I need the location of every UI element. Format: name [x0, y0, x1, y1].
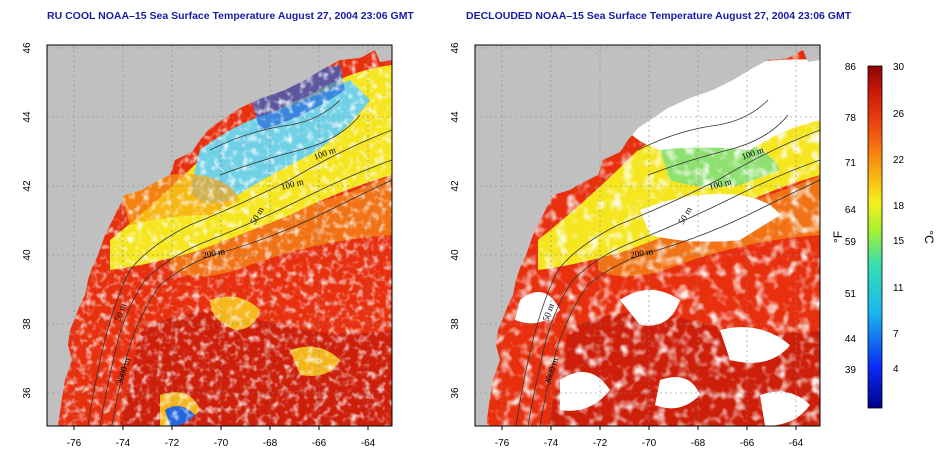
y-tick-label: 40	[450, 249, 461, 261]
x-tick-label: -64	[361, 438, 376, 449]
right-map-title: DECLOUDED NOAA–15 Sea Surface Temperatur…	[466, 10, 852, 22]
x-tick-label: -70	[214, 438, 229, 449]
y-tick-label: 38	[22, 318, 33, 330]
x-tick-label: -70	[642, 438, 657, 449]
f-scale-label: 59	[845, 237, 857, 248]
x-tick-label: -66	[740, 438, 755, 449]
y-tick-label: 42	[450, 180, 461, 192]
x-tick-label: -76	[495, 438, 510, 449]
celsius-unit-label: °C	[922, 230, 936, 244]
right-x-ticks	[501, 426, 797, 430]
f-scale-label: 64	[845, 205, 857, 216]
y-tick-label: 46	[450, 42, 461, 54]
left-x-ticks	[73, 426, 369, 430]
f-scale-label: 44	[845, 334, 857, 345]
x-tick-label: -74	[116, 438, 131, 449]
temperature-colorbar: 86 78 71 64 59 51 44 39 30 26 22 18 15 1…	[831, 62, 936, 409]
land-mass	[475, 45, 820, 426]
x-tick-label: -64	[789, 438, 804, 449]
x-tick-label: -76	[67, 438, 82, 449]
f-scale-label: 39	[845, 365, 857, 376]
contour-label-200m: 200 m	[202, 246, 226, 260]
c-scale-label: 4	[893, 364, 899, 375]
colorbar-gradient	[867, 65, 883, 409]
left-map: 100 m 100 m 50 m 200 m 50 m 3000 m -76 -…	[22, 42, 393, 449]
f-scale-label: 78	[845, 113, 857, 124]
c-scale-label: 15	[893, 236, 905, 247]
left-map-frame	[46, 44, 393, 427]
c-scale-label: 18	[893, 201, 905, 212]
c-scale-label: 11	[893, 283, 904, 294]
y-tick-label: 40	[22, 249, 33, 261]
y-tick-label: 42	[22, 180, 33, 192]
lat-lon-grid	[47, 45, 392, 426]
bathymetry-contours	[87, 99, 392, 426]
c-scale-label: 26	[893, 109, 905, 120]
y-tick-label: 44	[450, 111, 461, 123]
x-tick-label: -68	[691, 438, 706, 449]
x-tick-label: -74	[544, 438, 559, 449]
x-tick-label: -68	[263, 438, 278, 449]
c-scale-label: 22	[893, 155, 905, 166]
x-tick-label: -72	[165, 438, 180, 449]
y-tick-label: 36	[450, 387, 461, 399]
f-scale-label: 86	[845, 62, 857, 73]
bathymetry-contours	[515, 99, 820, 426]
f-scale-label: 71	[845, 158, 857, 169]
x-tick-label: -72	[593, 438, 608, 449]
right-map: 100 m 100 m 50 m 200 m 50 m 3000 m -76 -…	[450, 42, 821, 449]
x-tick-label: -66	[312, 438, 327, 449]
left-map-title: RU COOL NOAA–15 Sea Surface Temperature …	[47, 10, 414, 22]
contour-label-200m: 200 m	[630, 246, 654, 260]
c-scale-label: 7	[893, 329, 899, 340]
y-tick-label: 38	[450, 318, 461, 330]
lat-lon-grid	[475, 45, 820, 426]
c-scale-label: 30	[893, 62, 905, 73]
f-scale-label: 51	[845, 289, 857, 300]
right-map-frame	[474, 44, 821, 427]
land-mass	[47, 45, 392, 426]
fahrenheit-unit-label: °F	[831, 231, 845, 243]
y-tick-label: 46	[22, 42, 33, 54]
y-tick-label: 36	[22, 387, 33, 399]
y-tick-label: 44	[22, 111, 33, 123]
